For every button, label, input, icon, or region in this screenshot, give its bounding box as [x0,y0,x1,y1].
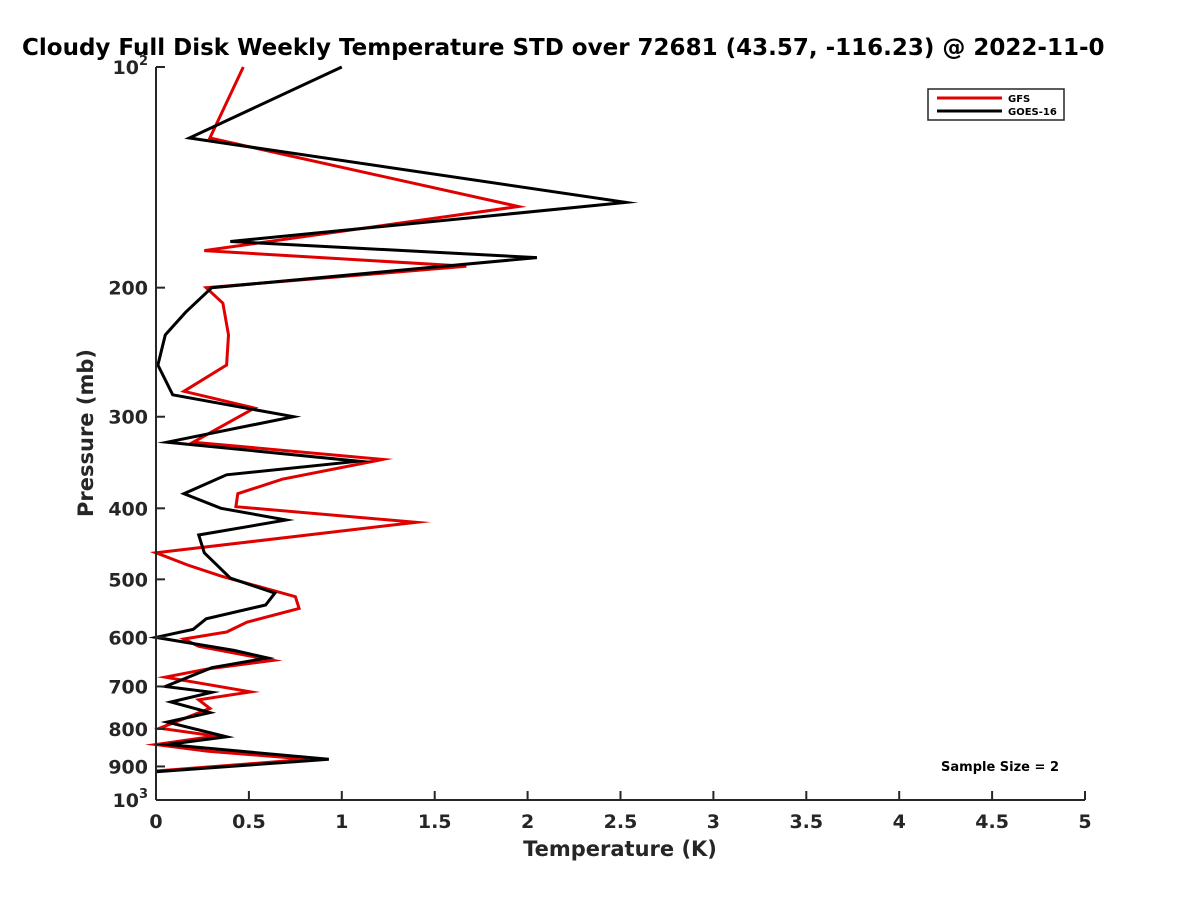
x-axis: 0 0.5 1 1.5 2 2.5 3 3.5 4 4.5 5 [149,791,1092,833]
y-tick-label: 900 [108,756,148,778]
y-tick-label: 102 [113,54,149,79]
x-tick-label: 4 [893,811,906,833]
x-tick-label: 4.5 [975,811,1009,833]
sample-size-annotation: Sample Size = 2 [941,760,1059,775]
x-tick-label: 3.5 [789,811,823,833]
chart-title: Cloudy Full Disk Weekly Temperature STD … [22,35,1105,61]
y-tick-label: 700 [108,676,148,698]
series-line-goes-16 [148,65,639,774]
y-tick-label: 103 [113,787,149,812]
y-tick-label: 300 [108,407,148,429]
x-tick-label: 0.5 [232,811,266,833]
x-tick-label: 5 [1078,811,1091,833]
legend: GFS GOES-16 [927,88,1065,121]
legend-label: GFS [1008,94,1030,105]
plot-area [144,65,639,774]
y-tick-label: 800 [108,719,148,741]
y-axis-label: Pressure (mb) [74,349,98,517]
y-tick-label: 400 [108,498,148,520]
x-tick-label: 3 [707,811,720,833]
x-axis-label: Temperature (K) [523,837,717,861]
x-tick-label: 0 [149,811,162,833]
legend-box [927,88,1065,121]
y-tick-label: 500 [108,569,148,591]
series-line-gfs [144,66,527,773]
y-tick-label: 200 [108,278,148,300]
x-tick-label: 1 [335,811,348,833]
x-tick-label: 1.5 [418,811,452,833]
x-tick-label: 2 [521,811,534,833]
x-tick-label: 2.5 [604,811,638,833]
y-tick-label: 600 [108,627,148,649]
y-axis: 200 300 400 500 600 700 800 900 102 103 [108,54,165,812]
legend-label: GOES-16 [1008,107,1057,118]
